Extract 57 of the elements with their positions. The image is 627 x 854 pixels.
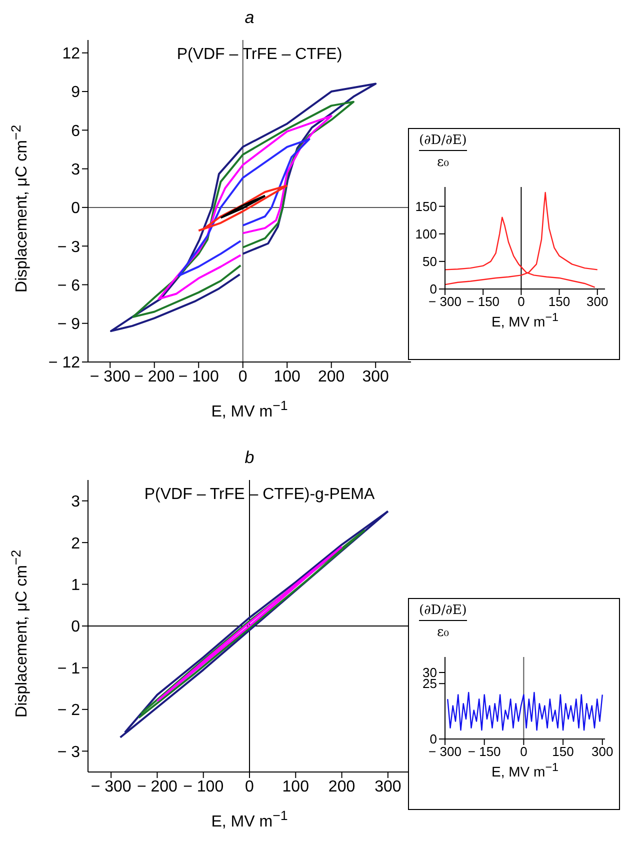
x-tick-label: − 300: [428, 294, 462, 310]
x-tick-label: 150: [552, 744, 574, 760]
chart-subtitle: P(VDF – TrFE – CTFE): [176, 46, 344, 64]
y-tick-label: 0: [71, 618, 80, 636]
y-tick-label: 0: [71, 200, 80, 218]
chart-title: a: [244, 8, 256, 28]
x-tick-label: − 300: [428, 744, 462, 760]
x-tick-label: 300: [586, 294, 608, 310]
y-tick-label: 9: [71, 84, 80, 102]
y-tick-label: − 9: [57, 316, 80, 334]
x-tick-label: 100: [274, 368, 301, 386]
y-tick-label: 25: [422, 676, 437, 692]
x-tick-label: − 300: [90, 368, 130, 386]
y-tick-label: − 3: [57, 238, 80, 256]
y-tick-label: 1: [71, 576, 80, 594]
x-tick-label: 300: [362, 368, 390, 386]
x-tick-label: − 300: [90, 778, 132, 796]
x-axis-title: E, MV m$^{−1}$: [490, 311, 560, 330]
y-tick-label: − 3: [57, 744, 80, 761]
x-tick-label: − 200: [134, 368, 175, 386]
text: ε₀: [436, 624, 450, 640]
x-axis-title: E, MV m$^{−1}$: [210, 398, 289, 422]
y-tick-label: 0: [430, 732, 437, 747]
x-tick-label: − 150: [468, 744, 501, 760]
x-tick-label: − 100: [183, 778, 224, 796]
x-tick-label: − 100: [178, 368, 219, 386]
y-tick-label: − 6: [57, 277, 80, 294]
x-tick-label: 0: [245, 778, 254, 796]
y-tick-label: 0: [430, 282, 437, 297]
y-tick-label: − 1: [57, 660, 80, 678]
y-tick-label: 12: [62, 46, 80, 63]
y-tick-label: 6: [71, 122, 80, 140]
y-tick-label: − 12: [48, 354, 80, 372]
x-tick-label: 0: [520, 744, 528, 760]
y-tick-label: − 2: [57, 702, 80, 720]
y-tick-label: 100: [415, 226, 437, 242]
text: ε₀: [436, 154, 450, 170]
y-tick-label: 3: [71, 161, 80, 178]
x-tick-label: 200: [318, 368, 345, 386]
y-axis-title: (∂D/∂E): [419, 133, 467, 151]
y-tick-label: 150: [415, 198, 437, 214]
y-tick-label: 50: [422, 254, 437, 270]
x-tick-label: 0: [518, 294, 525, 310]
y-tick-label: 3: [71, 494, 80, 511]
x-axis-title: E, MV m$^{−1}$: [490, 761, 560, 780]
x-tick-label: 300: [374, 778, 402, 796]
x-tick-label: − 200: [136, 778, 178, 796]
x-tick-label: 150: [548, 294, 570, 310]
x-tick-label: 100: [282, 778, 310, 796]
x-tick-label: 0: [238, 368, 248, 386]
chart-title: b: [244, 448, 256, 468]
x-tick-label: 200: [328, 778, 356, 796]
x-tick-label: − 150: [466, 294, 500, 310]
x-tick-label: 300: [592, 744, 614, 760]
y-tick-label: 2: [71, 535, 80, 552]
y-axis-title: (∂D/∂E): [419, 603, 467, 621]
x-axis-title: E, MV m$^{−1}$: [210, 808, 289, 832]
